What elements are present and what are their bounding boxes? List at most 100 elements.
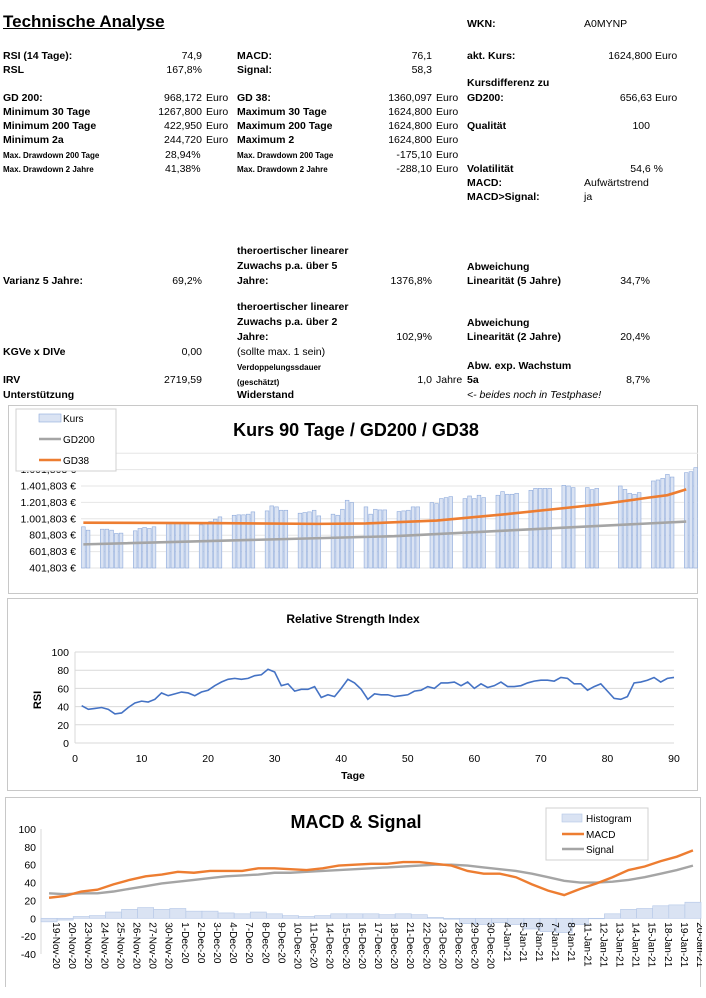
kurs-bar [198,524,204,569]
x-tick-label: 28-Dec-20 [452,922,463,969]
histogram-bar [636,908,654,919]
gd200-value: 968,172 [164,92,202,104]
x-tick-label: 40 [335,753,347,765]
x-tick-label: 11-Jan-21 [581,922,592,967]
x-tick-label: 18-Jan-21 [662,922,673,967]
x-tick-label: 90 [668,753,680,765]
gd200-label: GD 200: [3,92,43,104]
kurs-bar [170,522,175,569]
kurs-chart-svg: 401,803 € 601,803 € 801,803 € 1.001,803 € 1.… [15,408,698,575]
kurs-bar [373,508,378,569]
histogram-bar [185,910,203,919]
kurs-bar [114,533,119,569]
lin2-line3: Jahre: [237,331,269,343]
x-tick-label: 23-Nov-20 [82,922,93,969]
histogram-bar [56,917,74,921]
lin5-line3: Jahre: [237,275,269,287]
histogram-bar [427,917,444,919]
page-title: Technische Analyse [3,12,165,31]
kurs-bar [688,471,694,569]
doubling-value: 1,0 [417,374,432,386]
legend-gd200-label: GD200 [63,435,95,446]
histogram-bar [330,913,348,919]
x-tick-label: 26-Nov-20 [131,922,142,969]
kurs-bar [109,529,114,569]
quality-value: 100 [632,120,650,132]
histogram-bar [684,901,702,919]
kurs-bar [100,528,105,569]
kurs-bar [330,513,336,569]
y-tick-label: 1.001,803 € [21,513,77,525]
dd2-value: 41,38% [165,163,201,175]
kurs-bar [636,492,642,569]
x-tick-label: 22-Dec-20 [420,922,431,969]
x-tick-label: 14-Dec-20 [324,922,335,969]
unit: Euro [206,134,229,146]
y-tick-label: 40 [57,702,69,714]
kurs-bar [142,527,147,569]
lin2-line2: Zuwachs p.a. über 2 [237,316,338,328]
x-tick-label: 14-Jan-21 [630,922,641,967]
legend-signal-label: Signal [586,845,614,856]
legend [15,408,117,472]
doubling-line2: (geschätzt) [237,378,280,387]
y-tick-label: 1.401,803 € [21,481,77,493]
kurs-bar [203,522,208,569]
histogram-bar [137,907,154,919]
x-tick-label: 12-Jan-21 [597,922,608,967]
abw2-line2: Linearität (2 Jahre) [467,331,561,343]
rsl-value: 167,8% [166,64,202,76]
kurs-bar [269,505,274,569]
x-tick-label: 80 [602,753,614,765]
macd-trend-value: Aufwärtstrend [584,177,649,189]
macd-label: MACD: [237,50,272,62]
kurs-bar [151,526,157,569]
x-tick-label: 0 [72,753,78,765]
unit: Euro [436,149,459,161]
kurs-label: akt. Kurs: [467,50,516,62]
histogram-bar [588,917,605,920]
abw5-value: 34,7% [620,275,650,287]
signal-label: Signal: [237,64,273,76]
wkn-label: WKN: [467,18,496,30]
doubling-line1: Verdoppelungssdauer [237,363,322,372]
x-tick-label: 5-Jan-21 [517,922,528,962]
rsi-label: RSI (14 Tage): [3,50,73,62]
lin5-value: 1376,8% [390,275,432,287]
histogram-bar [394,913,412,919]
exp-value: 8,7% [626,374,650,386]
max30-label: Maximum 30 Tage [237,106,327,118]
legend-gd38-label: GD38 [63,456,90,467]
x-tick-label: 6-Jan-21 [533,922,544,962]
x-tick-label: 24-Nov-20 [98,922,109,969]
macd-value: 76,1 [411,50,432,62]
macd-signal-value: ja [584,191,593,203]
abw5-line1: Abweichung [467,261,530,273]
x-tick-label: 70 [535,753,547,765]
x-tick-label: 15-Dec-20 [340,922,351,969]
abw5-line2: Linearität (5 Jahre) [467,275,561,287]
y-tick-label: -20 [21,931,36,943]
histogram-bar [555,917,573,933]
legend-kurs-label: Kurs [63,414,84,425]
min30-label: Minimum 30 Tage [3,106,91,118]
x-tick-label: 1-Dec-20 [179,922,190,964]
rsi-chart-svg: 0 20 40 60 80 100 0 10 20 30 40 50 60 70 80 90 Relative … [32,612,680,782]
histogram-bar [169,908,187,919]
x-tick-label: 8-Jan-21 [565,922,576,962]
unit: Euro [436,134,459,146]
x-tick-label: 30-Dec-20 [485,922,496,969]
x-tick-label: 18-Dec-20 [388,922,399,969]
x-tick-label: 9-Dec-20 [275,922,286,964]
x-tick-label: 4-Dec-20 [227,922,238,964]
histogram-bar [201,910,219,919]
y-tick-label: 1.201,803 € [21,497,77,509]
y-tick-label: 100 [18,824,36,836]
kurs-bar [133,530,138,569]
y-tick-label: 20 [24,895,36,907]
x-tick-label: 23-Dec-20 [436,922,447,969]
kurs-bar [627,492,632,569]
histogram-bar [604,913,621,919]
histogram-bar [217,912,235,919]
histogram-bar [410,914,428,919]
